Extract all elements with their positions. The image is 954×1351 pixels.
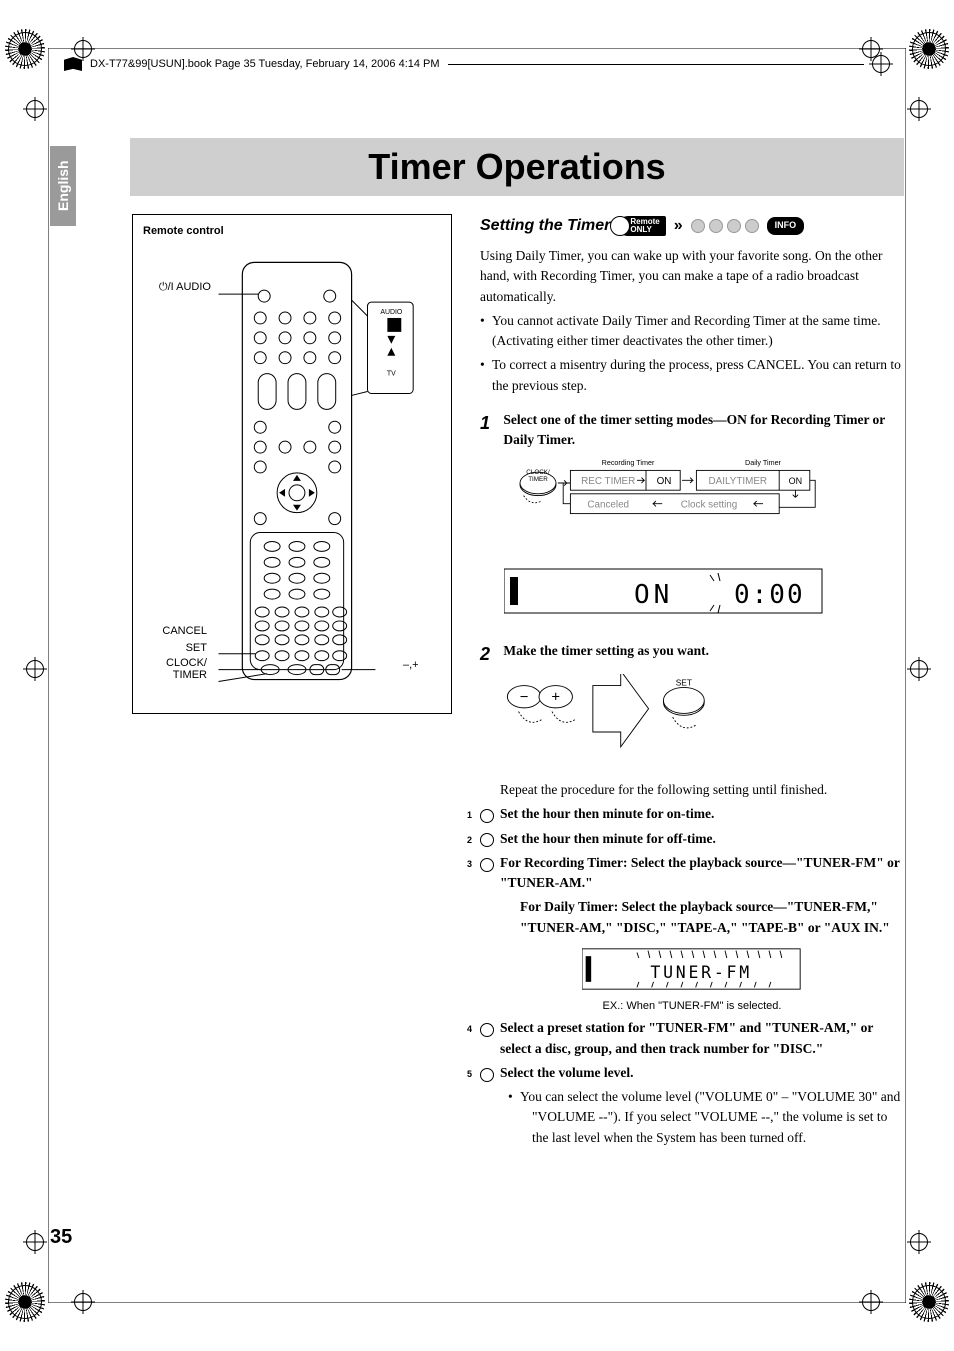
left-column: Remote control ⏻/I AUDIO CANCEL SET CLOC… — [132, 214, 452, 1211]
hairline-right — [905, 48, 906, 1303]
remote-diagram: AUDIO TV — [143, 243, 441, 683]
intro-paragraph: Using Daily Timer, you can wake up with … — [480, 246, 904, 307]
header-rule — [448, 64, 864, 65]
svg-text:DAILYTIMER: DAILYTIMER — [709, 476, 768, 487]
bullet-1: You cannot activate Daily Timer and Reco… — [480, 311, 904, 352]
repeat-text: Repeat the procedure for the following s… — [480, 780, 904, 800]
svg-text:−: − — [520, 689, 529, 705]
reg-mark-left-bot — [26, 1233, 44, 1251]
bullet-2: To correct a misentry during the process… — [480, 355, 904, 396]
step-1-num: 1 — [480, 410, 500, 437]
tuner-caption: EX.: When "TUNER-FM" is selected. — [480, 998, 904, 1015]
disc-dots — [691, 219, 759, 233]
page-title: Timer Operations — [130, 138, 904, 196]
label-set: SET — [141, 642, 207, 654]
reg-mark-right-mid — [910, 660, 928, 678]
substep-3b: For Daily Timer: Select the playback sou… — [480, 897, 904, 938]
info-pill: INFO — [767, 217, 805, 235]
inner-tv-label: TV — [387, 371, 396, 378]
remote-box-title: Remote control — [143, 225, 441, 237]
svg-text:ON: ON — [634, 580, 673, 610]
page-number: 35 — [50, 1226, 72, 1249]
reg-mark-right-top — [910, 100, 928, 118]
timer-flow-diagram: Recording Timer Daily Timer CLOCK/ TIMER… — [504, 456, 824, 546]
dot-icon — [745, 219, 759, 233]
step-1: 1 Select one of the timer setting modes—… — [480, 410, 904, 451]
substep-5: 5Select the volume level. — [480, 1063, 904, 1083]
crop-sun-tr — [912, 32, 946, 66]
svg-text:Canceled: Canceled — [587, 500, 629, 511]
inner-audio-label: AUDIO — [380, 309, 403, 316]
hairline-left — [48, 48, 49, 1303]
svg-text:Clock setting: Clock setting — [681, 500, 738, 511]
book-icon — [64, 57, 82, 71]
label-power-audio: ⏻/I AUDIO — [141, 281, 211, 294]
dot-icon — [709, 219, 723, 233]
reg-mark-left-mid — [26, 660, 44, 678]
svg-text:Daily Timer: Daily Timer — [745, 458, 782, 467]
remote-only-pill: Remote ONLY — [618, 216, 665, 236]
step-1-text: Select one of the timer setting modes—ON… — [503, 410, 903, 451]
substep-3a: 3For Recording Timer: Select the playbac… — [480, 853, 904, 894]
svg-text:SET: SET — [676, 677, 692, 687]
svg-text:REC TIMER: REC TIMER — [581, 476, 635, 487]
svg-text:0:00: 0:00 — [734, 580, 805, 610]
svg-text:ON: ON — [657, 476, 672, 487]
lcd-tuner-fm: TUNER-FM — [582, 944, 802, 994]
reg-mark-right-bot — [910, 1233, 928, 1251]
step-2-text: Make the timer setting as you want. — [503, 641, 903, 661]
crop-sun-br — [912, 1285, 946, 1319]
pdf-header: DX-T77&99[USUN].book Page 35 Tuesday, Fe… — [64, 55, 890, 73]
crop-sun-tl — [8, 32, 42, 66]
hairline-bottom — [48, 1302, 906, 1303]
substep-4: 4Select a preset station for "TUNER-FM" … — [480, 1018, 904, 1059]
substep-2: 2Set the hour then minute for off-time. — [480, 829, 904, 849]
header-reg — [872, 55, 890, 73]
page-frame: English Timer Operations Remote control … — [50, 90, 904, 1261]
reg-mark-left-top — [26, 100, 44, 118]
crop-sun-bl — [8, 1285, 42, 1319]
label-cancel: CANCEL — [141, 625, 207, 637]
section-heading: Setting the Timer Remote ONLY » INFO — [480, 214, 904, 238]
dot-icon — [727, 219, 741, 233]
label-clock-timer: CLOCK/ TIMER — [141, 657, 207, 681]
svg-text:TUNER-FM: TUNER-FM — [650, 963, 751, 982]
step-2: 2 Make the timer setting as you want. — [480, 641, 904, 668]
step-2-num: 2 — [480, 641, 500, 668]
label-plus-minus: –,+ — [403, 659, 443, 671]
remote-control-box: Remote control ⏻/I AUDIO CANCEL SET CLOC… — [132, 214, 452, 714]
plus-minus-set-diagram: − + SET — [500, 674, 760, 764]
svg-text:CLOCK/: CLOCK/ — [526, 469, 550, 476]
right-column: Setting the Timer Remote ONLY » INFO Usi… — [480, 214, 904, 1211]
svg-text:ON: ON — [789, 476, 803, 486]
svg-text:TIMER: TIMER — [528, 476, 548, 483]
hairline-top — [48, 48, 906, 49]
substep-5-detail: You can select the volume level ("VOLUME… — [480, 1087, 904, 1148]
lcd-display-on: ON 0:00 — [504, 563, 824, 617]
intro-bullets: You cannot activate Daily Timer and Reco… — [480, 311, 904, 396]
header-text: DX-T77&99[USUN].book Page 35 Tuesday, Fe… — [90, 58, 440, 70]
substep-1: 1Set the hour then minute for on-time. — [480, 804, 904, 824]
section-title: Setting the Timer — [480, 214, 610, 238]
svg-text:Recording Timer: Recording Timer — [602, 458, 655, 467]
language-tab: English — [50, 146, 76, 226]
svg-text:+: + — [551, 689, 560, 705]
label-power-audio-text: ⏻/I AUDIO — [159, 281, 211, 293]
dot-icon — [691, 219, 705, 233]
